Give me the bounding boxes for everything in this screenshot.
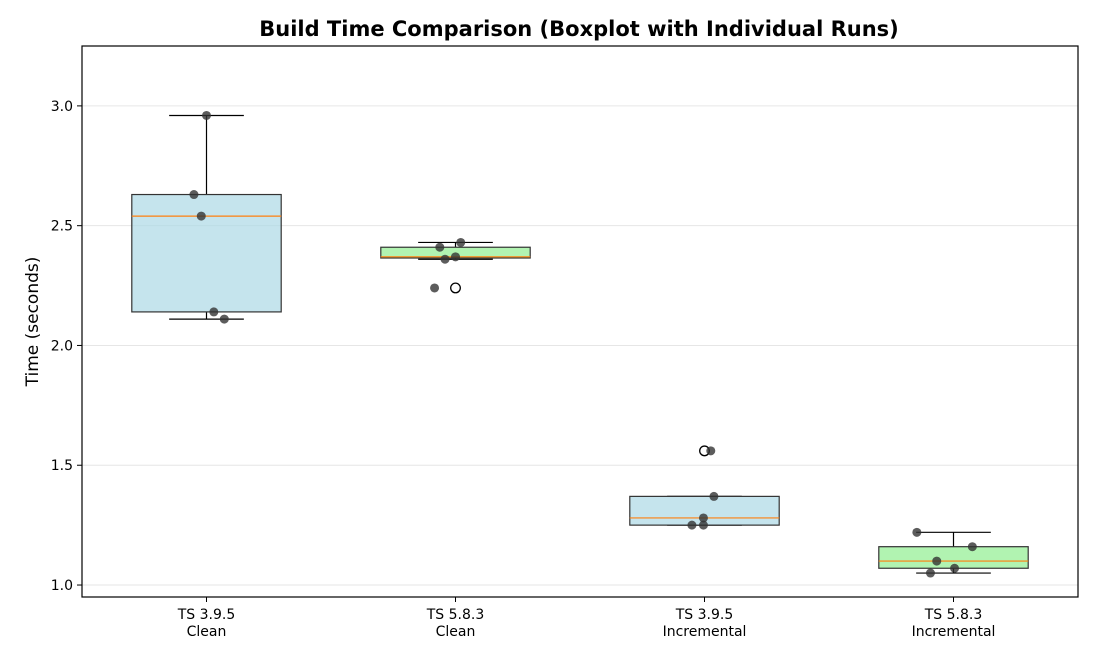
run-point (219, 314, 229, 324)
x-tick-label-version: TS 5.8.3 (426, 607, 485, 623)
run-point (430, 283, 440, 293)
y-tick-label: 1.0 (51, 578, 73, 594)
x-tick-label-version: TS 5.8.3 (924, 607, 983, 623)
y-axis-label: Time (seconds) (23, 257, 43, 388)
y-axis: 1.0 1.5 2.0 2.5 3.0 (51, 99, 82, 594)
run-point (967, 542, 977, 552)
run-point (440, 254, 450, 264)
run-points (189, 110, 977, 578)
run-point (706, 446, 716, 456)
y-tick-label: 1.5 (51, 458, 73, 474)
run-point (189, 190, 199, 200)
x-tick-label-version: TS 3.9.5 (177, 607, 236, 623)
run-point (202, 110, 211, 120)
y-tick-label: 2.0 (51, 338, 73, 354)
x-tick-label-mode: Clean (436, 624, 476, 640)
run-point (456, 237, 466, 247)
run-point (698, 513, 708, 523)
run-point (912, 527, 922, 537)
run-point (698, 520, 708, 530)
chart-title: Build Time Comparison (Boxplot with Indi… (259, 17, 899, 41)
y-tick-label: 3.0 (51, 99, 73, 115)
run-point (435, 242, 445, 252)
run-point (209, 307, 219, 317)
x-tick-label-mode: Clean (187, 624, 227, 640)
run-point (925, 568, 935, 578)
run-point (196, 211, 206, 221)
run-point (932, 556, 942, 566)
outlier-marker (450, 282, 461, 294)
x-tick-label-mode: Incremental (663, 624, 747, 640)
box-iqr (131, 193, 282, 313)
run-point (950, 563, 960, 573)
x-tick-label-version: TS 3.9.5 (675, 607, 734, 623)
y-tick-label: 2.5 (51, 219, 73, 235)
run-point (709, 491, 719, 501)
plot-area-frame (81, 45, 1079, 598)
run-point (451, 252, 460, 262)
x-tick-label-mode: Incremental (912, 624, 996, 640)
run-point (687, 520, 697, 530)
